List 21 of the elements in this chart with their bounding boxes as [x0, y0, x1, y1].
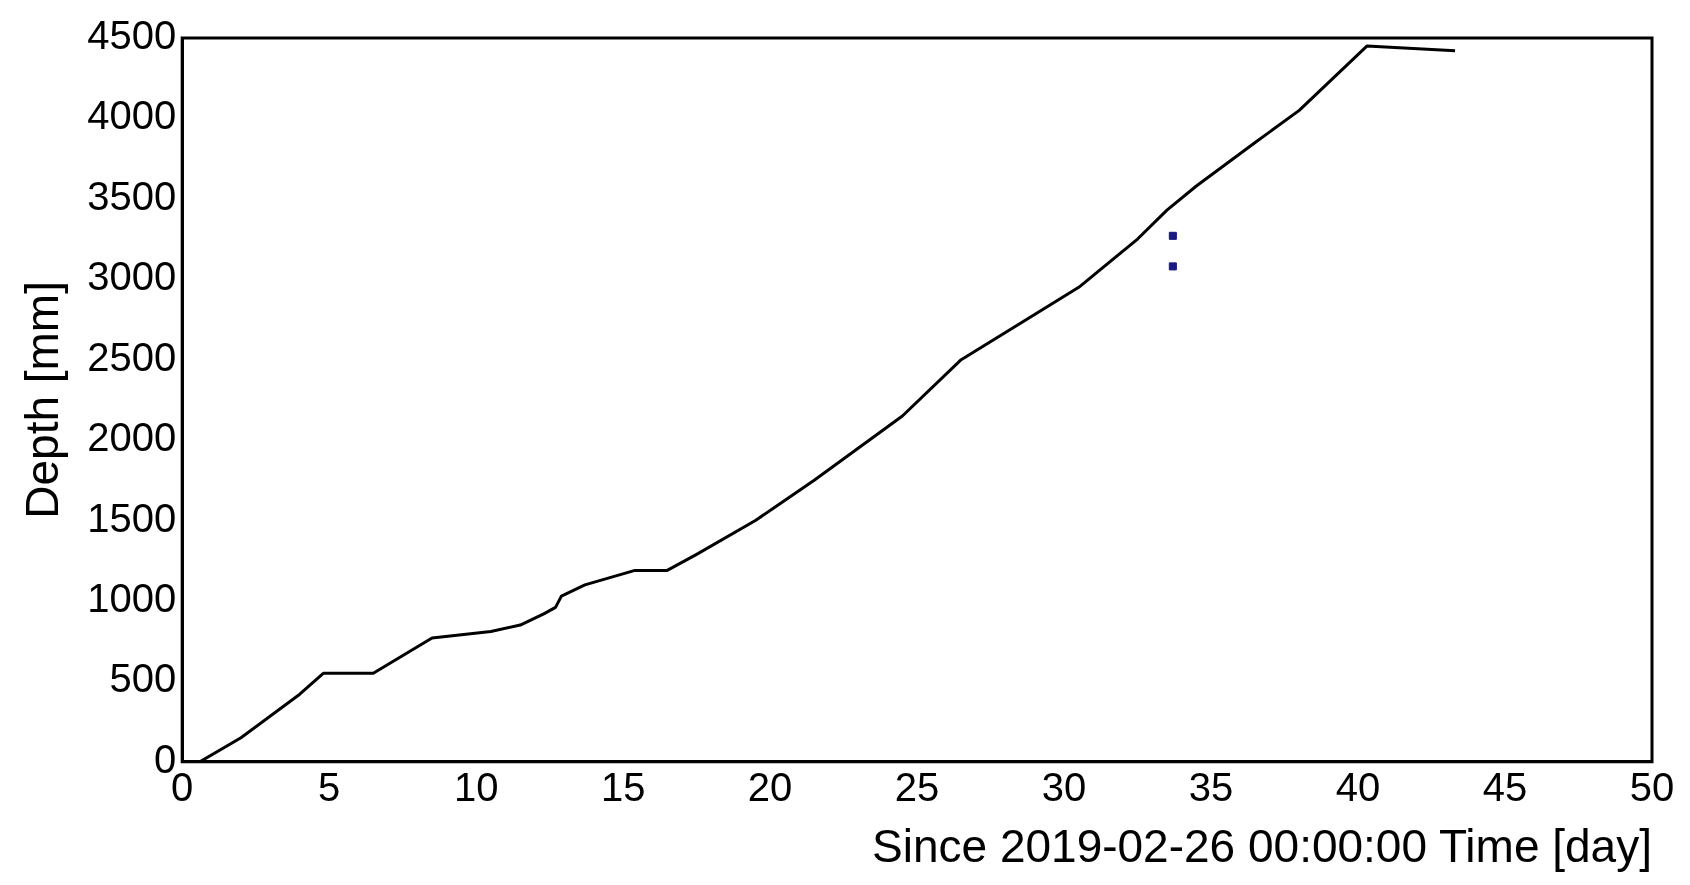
- x-tick-label: 30: [1041, 764, 1087, 809]
- x-tick-label: 5: [318, 764, 341, 809]
- x-tick-label: 25: [894, 764, 940, 809]
- y-tick-label: 2000: [87, 415, 177, 460]
- x-tick-label: 40: [1335, 764, 1381, 809]
- y-tick-label: 2500: [87, 334, 177, 379]
- x-tick-label: 20: [747, 764, 793, 809]
- x-tick-label: 35: [1188, 764, 1234, 809]
- x-axis-title: Since 2019-02-26 00:00:00 Time [day]: [872, 820, 1652, 873]
- x-tick-label: 15: [600, 764, 646, 809]
- y-tick-label: 500: [109, 656, 177, 701]
- y-tick-label: 4000: [87, 93, 177, 138]
- y-tick-label: 4500: [87, 13, 177, 58]
- y-axis-title: Depth [mm]: [16, 281, 69, 519]
- x-tick-label: 10: [453, 764, 499, 809]
- x-tick-label: 50: [1629, 764, 1675, 809]
- y-tick-label: 1000: [87, 575, 177, 620]
- y-tick-label: 3500: [87, 173, 177, 218]
- x-tick-label: 45: [1482, 764, 1528, 809]
- y-tick-label: 3000: [87, 254, 177, 299]
- y-tick-label: 1500: [87, 495, 177, 540]
